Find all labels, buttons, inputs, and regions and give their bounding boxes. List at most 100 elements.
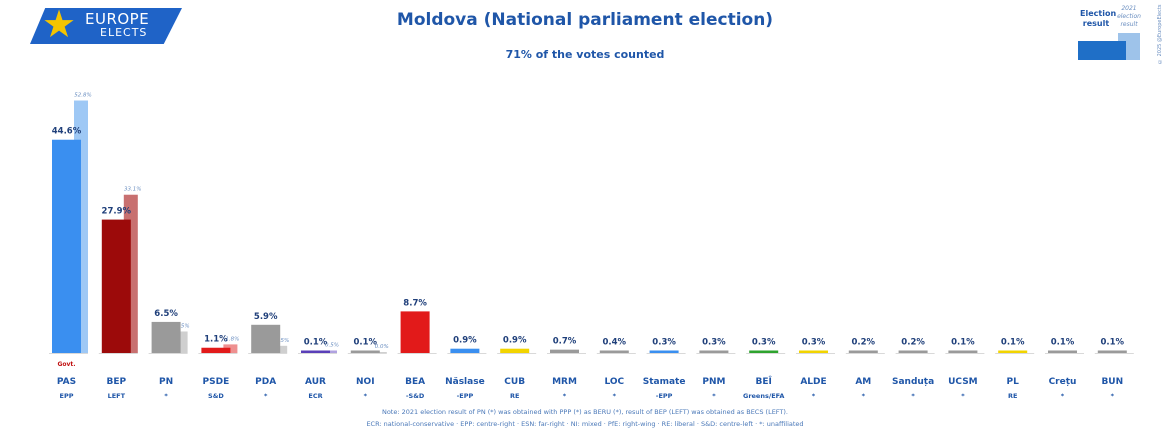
category-label: PNM — [702, 377, 725, 387]
group-label: * — [364, 392, 368, 400]
bar — [1048, 350, 1077, 353]
category-label: CUB — [504, 377, 525, 387]
category-label: UCSM — [948, 377, 978, 387]
category-label: AM — [855, 377, 871, 387]
value-label: 8.7% — [403, 298, 427, 308]
bar — [948, 350, 978, 353]
group-label: * — [862, 392, 866, 400]
bar — [649, 350, 679, 353]
value-label: 0.7% — [553, 337, 577, 347]
category-label: BEP — [106, 377, 126, 387]
category-label: PDA — [255, 377, 276, 387]
category-label: MRM — [552, 377, 577, 387]
group-label: * — [1061, 392, 1065, 400]
bar-chart: 52.8% 44.6% PAS EPP 33.1% 27.9% BEP LEFT 4.5% 6.5… — [49, 93, 1134, 400]
category-label: BEA — [405, 377, 425, 387]
baseline — [98, 353, 138, 354]
value-label: 5.9% — [254, 312, 278, 322]
bar — [550, 349, 579, 353]
category-label: Stamate — [643, 377, 686, 387]
category-label: BUN — [1101, 377, 1123, 387]
bar — [898, 350, 928, 353]
bar — [151, 321, 181, 353]
value-label: 27.9% — [102, 207, 132, 217]
value-label: 0.2% — [852, 338, 876, 348]
value-label: 0.3% — [702, 338, 726, 348]
previous-value-label: 0.0% — [375, 344, 389, 350]
group-label: RE — [1008, 392, 1017, 400]
value-label: 0.1% — [951, 338, 975, 348]
bar — [450, 348, 480, 353]
baseline — [397, 353, 437, 354]
baseline — [1094, 353, 1134, 354]
baseline — [696, 353, 736, 354]
category-label: PAS — [57, 377, 76, 387]
value-label: 0.1% — [354, 338, 378, 348]
group-label: LEFT — [108, 392, 126, 400]
note-line2: ECR: national-conservative · EPP: centre… — [366, 420, 804, 428]
value-label: 0.1% — [1001, 338, 1025, 348]
previous-value-label: 1.8% — [225, 336, 239, 342]
group-label: RE — [510, 392, 519, 400]
chart-title: Moldova (National parliament election) — [396, 10, 774, 30]
bar — [52, 139, 81, 353]
group-label: ECR — [308, 392, 322, 400]
category-label: Sanduța — [892, 377, 934, 387]
value-label: 0.3% — [802, 338, 826, 348]
group-label: -S&D — [406, 392, 425, 400]
group-label: * — [563, 392, 567, 400]
group-label: -EPP — [457, 392, 474, 400]
value-label: 0.9% — [503, 336, 527, 346]
bar — [251, 324, 281, 353]
category-label: Năslase — [445, 377, 485, 387]
baseline — [596, 353, 636, 354]
baseline — [895, 353, 935, 354]
bar — [998, 350, 1028, 353]
group-label: * — [812, 392, 816, 400]
value-label: 1.1% — [204, 335, 228, 345]
bar — [699, 350, 729, 353]
baseline — [995, 353, 1035, 354]
previous-value-label: 4.5% — [176, 323, 190, 329]
bar — [500, 348, 530, 353]
value-label: 6.5% — [154, 309, 178, 319]
category-label: NOI — [356, 377, 375, 387]
baseline — [198, 353, 238, 354]
group-label: S&D — [208, 392, 224, 400]
category-label: AUR — [305, 377, 326, 387]
baseline — [49, 353, 88, 354]
baseline — [945, 353, 985, 354]
group-label: * — [961, 392, 965, 400]
baseline — [547, 353, 586, 354]
legend-current-label: Election result — [1080, 9, 1117, 28]
category-label: BEÎ — [756, 375, 773, 387]
previous-value-label: 33.1% — [124, 187, 141, 193]
value-label: 0.1% — [304, 338, 328, 348]
logo-band — [30, 8, 182, 44]
europe-elects-logo: ★ EUROPE ELECTS — [30, 4, 182, 44]
group-label: * — [712, 392, 716, 400]
bar — [301, 350, 330, 353]
logo-line1: EUROPE — [85, 10, 150, 28]
group-label: * — [264, 392, 268, 400]
legend-previous-label: 2021 election result — [1117, 5, 1141, 28]
group-label: * — [1111, 392, 1115, 400]
baseline — [646, 353, 686, 354]
baseline — [845, 353, 885, 354]
baseline — [1045, 353, 1084, 354]
category-label: PN — [159, 377, 173, 387]
legend-current-swatch — [1078, 41, 1126, 60]
value-label: 0.1% — [1051, 338, 1075, 348]
bar — [201, 347, 231, 353]
group-label: * — [164, 392, 168, 400]
category-label: PL — [1007, 377, 1020, 387]
bar — [848, 350, 878, 353]
note-line1: Note: 2021 election result of PN (*) was… — [381, 408, 789, 416]
baseline — [248, 353, 288, 354]
group-label: Greens/EFA — [743, 392, 784, 400]
group-label: -EPP — [656, 392, 673, 400]
value-label: 0.9% — [453, 336, 477, 346]
category-label: PSDE — [203, 377, 230, 387]
category-label: ALDE — [800, 377, 826, 387]
previous-value-label: 52.8% — [74, 93, 91, 99]
